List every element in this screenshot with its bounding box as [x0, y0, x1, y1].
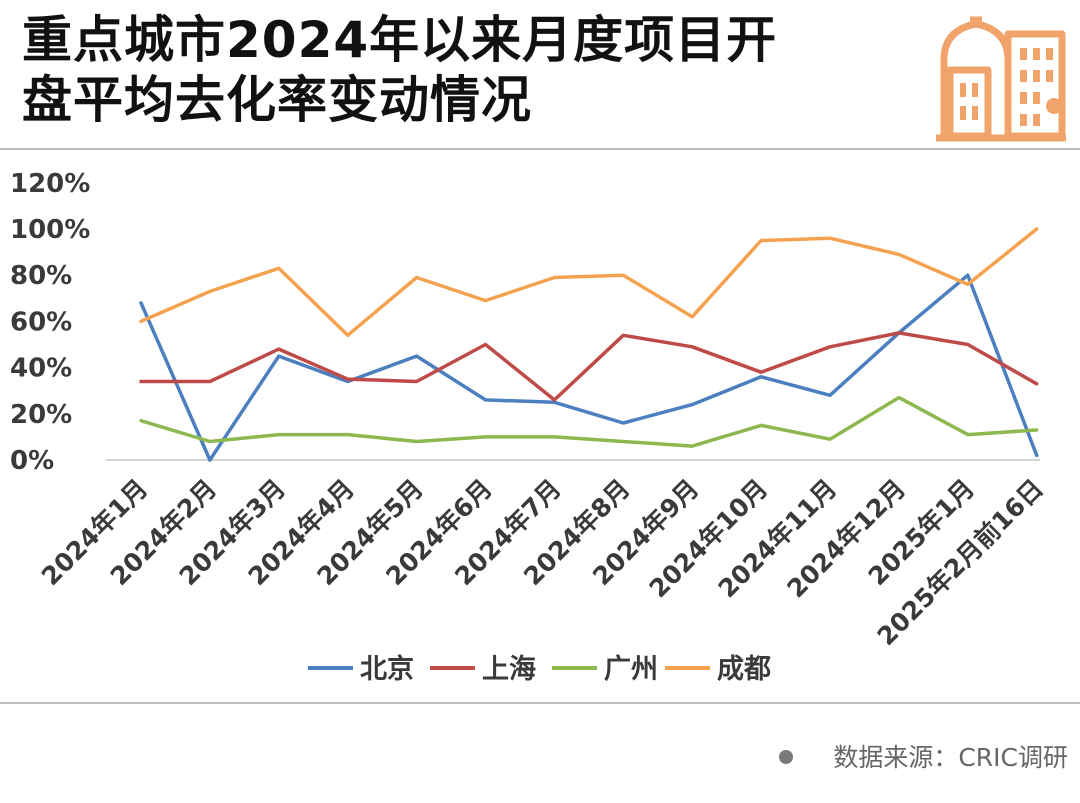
- y-axis: 0% 20% 40% 60% 80% 100% 120%: [10, 169, 90, 476]
- chart-title-line2: 盘平均去化率变动情况: [22, 71, 532, 129]
- building-icon: [936, 16, 1066, 142]
- legend-label: 成都: [717, 654, 771, 685]
- y-tick-label: 100%: [10, 215, 90, 245]
- legend-label: 上海: [482, 654, 536, 685]
- legend-label: 北京: [360, 653, 414, 685]
- series-line: [139, 227, 1039, 338]
- y-tick-label: 40%: [10, 354, 72, 384]
- legend: 北京 上海 广州 成都: [308, 653, 771, 685]
- y-tick-label: 20%: [10, 400, 72, 430]
- chart-title-line1: 重点城市2024年以来月度项目开: [22, 11, 778, 69]
- bullet-dot: [779, 750, 794, 764]
- source-text: 数据来源：CRIC调研: [833, 743, 1068, 772]
- chart-title: 重点城市2024年以来月度项目开 盘平均去化率变动情况: [22, 10, 922, 130]
- y-tick-label: 0%: [10, 446, 54, 476]
- series-line: [139, 395, 1039, 448]
- line-chart: 0% 20% 40% 60% 80% 100% 120% 2024年1月2024年2月202…: [10, 169, 1049, 685]
- y-tick-label: 120%: [10, 169, 90, 199]
- y-tick-label: 80%: [10, 261, 72, 291]
- top-divider: [0, 148, 1080, 150]
- bottom-divider: [0, 702, 1080, 704]
- series-lines: [139, 227, 1039, 462]
- data-source: 数据来源：CRIC调研: [779, 738, 1068, 774]
- x-axis: 2024年1月2024年2月2024年3月2024年4月2024年5月2024年…: [36, 474, 1049, 651]
- legend-label: 广州: [604, 654, 658, 685]
- series-line: [139, 273, 1039, 462]
- series-line: [139, 331, 1039, 402]
- y-tick-label: 60%: [10, 307, 72, 337]
